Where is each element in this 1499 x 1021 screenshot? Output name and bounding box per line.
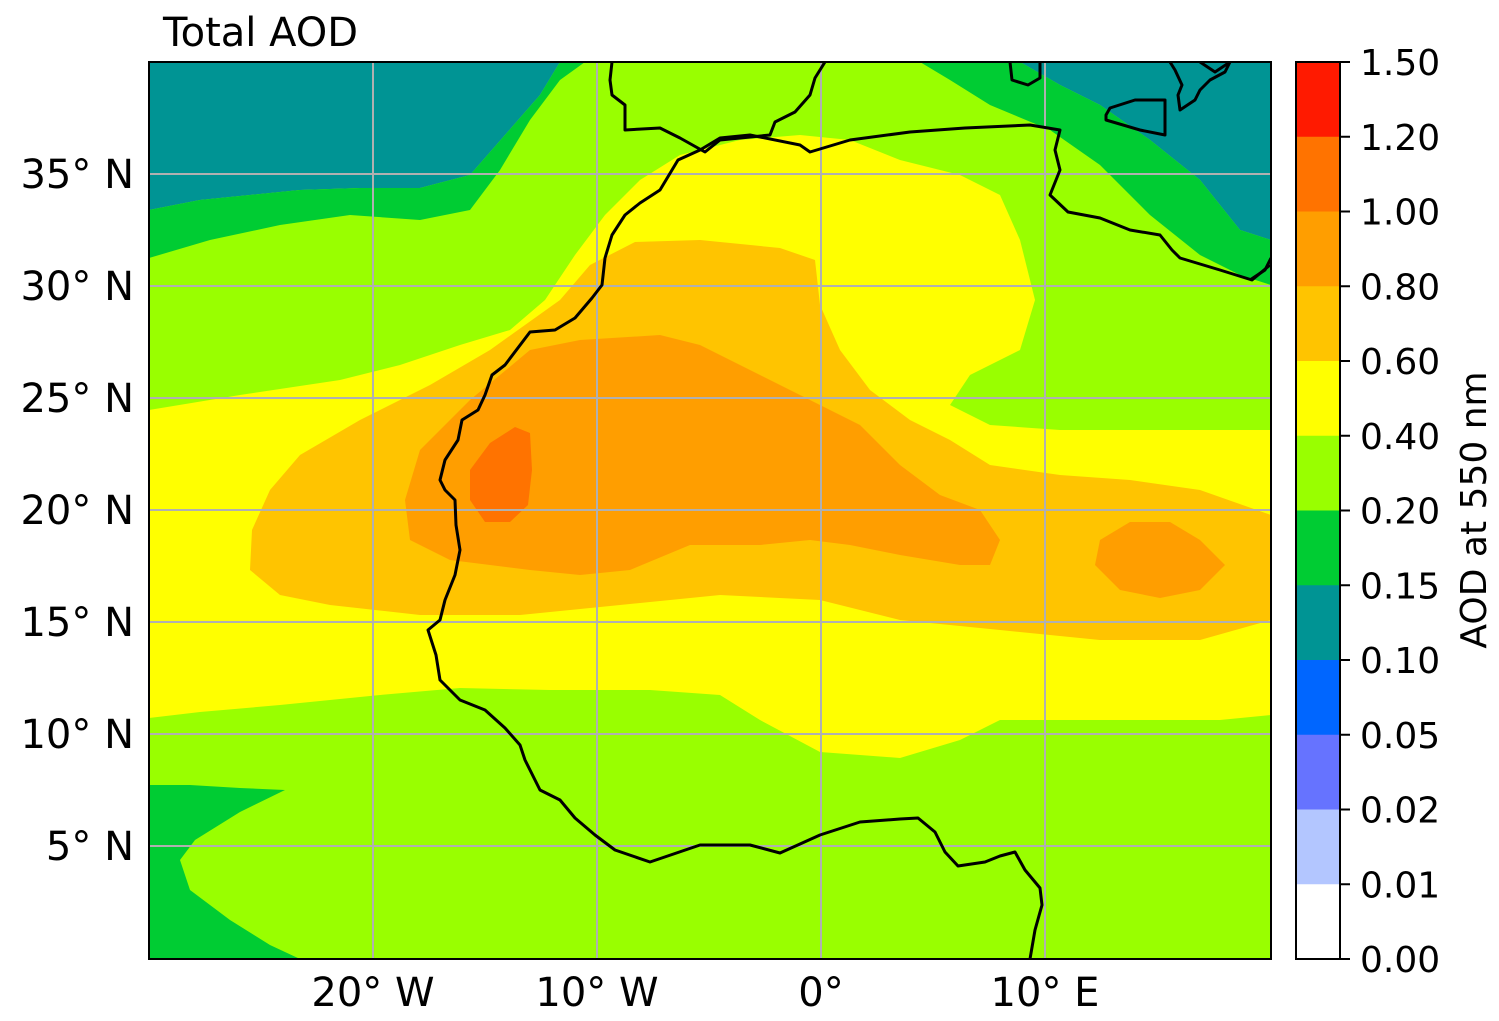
colorbar-tick-label: 0.15 [1360,566,1440,607]
colorbar-tick-label: 1.00 [1360,193,1440,234]
coastline-east [1249,257,1271,282]
coastline-iberia [608,62,827,154]
colorbar-tick-label: 0.00 [1360,940,1440,981]
lat-label: 35° N [20,152,134,198]
coastline-italy [1104,98,1167,137]
colorbar-segment [1296,286,1340,362]
lat-label: 15° N [20,600,134,646]
colorbar-tick-label: 1.50 [1360,43,1440,84]
colorbar-segment [1296,510,1340,586]
lat-label: 5° N [46,824,134,870]
colorbar-tick-label: 0.01 [1360,865,1440,906]
coastline-sicily-region [1168,62,1232,112]
aod-region-darkgreen-northeast [920,62,1271,285]
colorbar-tick-label: 0.80 [1360,267,1440,308]
lon-label: 20° W [311,970,434,1016]
coastline-africa-west [426,123,1271,959]
colorbar-label: AOD at 550 nm [1454,371,1495,648]
lon-label: 0° [798,970,843,1016]
colorbar-segment [1296,361,1340,437]
lat-label: 30° N [20,264,134,310]
colorbar-tick-label: 0.02 [1360,791,1440,832]
colorbar-tick-label: 0.20 [1360,492,1440,533]
colorbar-segment [1296,62,1340,138]
coastline-south-italy [1199,62,1231,74]
colorbar-tick-label: 0.60 [1360,342,1440,383]
lon-label: 10° W [535,970,658,1016]
map-title: Total AOD [162,10,358,56]
lat-label: 25° N [20,376,134,422]
aod-region-darkgreen-southwest [149,785,300,959]
aod-region-darkorange [470,427,532,522]
colorbar-tick-label: 1.20 [1360,118,1440,159]
aod-region-darkgreen-north [149,62,585,258]
colorbar-segment [1296,136,1340,212]
latitude-labels: 35° N 30° N 25° N 20° N 15° N 10° N 5° N [20,152,134,870]
coastlines [426,62,1271,959]
colorbar-segment [1296,660,1340,736]
coastline-sardinia [1008,62,1042,87]
colorbar-segment [1296,211,1340,287]
colorbar-segment [1296,585,1340,661]
map-frame [148,61,1272,960]
aod-region-orange-main [405,335,1000,575]
lat-label: 20° N [20,488,134,534]
colorbar-tick-label: 0.40 [1360,417,1440,458]
colorbar-segment [1296,435,1340,511]
colorbar: 1.50 1.20 1.00 0.80 0.60 0.40 0.20 0.15 0.10 0.05… [1295,43,1440,981]
longitude-labels: 20° W 10° W 0° 10° E [311,970,1099,1016]
map-gridlines [149,62,1271,959]
colorbar-segment [1296,884,1340,960]
colorbar-segment [1296,734,1340,810]
aod-region-teal-northeast [1020,62,1271,240]
lat-label: 10° N [20,712,134,758]
colorbar-tick-label: 0.10 [1360,641,1440,682]
aod-region-orange-east [1095,522,1225,598]
map-panel [149,62,1271,959]
lon-label: 10° E [991,970,1100,1016]
colorbar-segment [1296,809,1340,885]
colorbar-tick-label: 0.05 [1360,716,1440,757]
